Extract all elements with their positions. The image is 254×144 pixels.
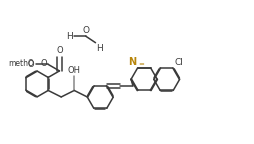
Text: O: O: [28, 60, 35, 69]
Text: O: O: [40, 59, 47, 68]
Text: H: H: [66, 32, 73, 41]
Text: N: N: [128, 57, 136, 67]
Text: H: H: [97, 44, 103, 53]
Text: =: =: [139, 61, 145, 67]
Text: methO: methO: [8, 59, 34, 68]
Text: OH: OH: [68, 66, 81, 75]
Text: O: O: [56, 46, 63, 55]
Text: Cl: Cl: [175, 58, 184, 67]
Text: O: O: [82, 26, 89, 35]
